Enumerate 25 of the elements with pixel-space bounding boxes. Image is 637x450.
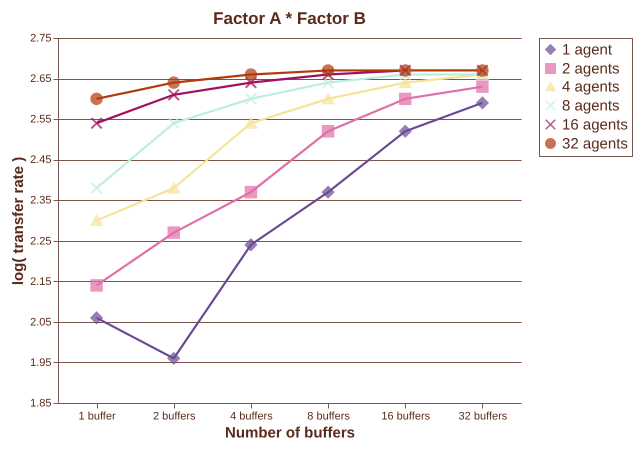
legend-label: 1 agent xyxy=(562,42,613,58)
x-tick-label: 32 buffers xyxy=(458,410,508,422)
x-tick-label: 4 buffers xyxy=(230,410,274,422)
x-tick-label: 1 buffer xyxy=(78,410,116,422)
y-axis-title: log( transfer rate ) xyxy=(10,156,28,286)
legend-label: 2 agents xyxy=(562,60,620,78)
x-tick-label: 16 buffers xyxy=(381,410,431,422)
y-tick-label: 2.15 xyxy=(30,276,52,288)
y-tick-label: 2.55 xyxy=(30,114,52,126)
y-tick-label: 1.85 xyxy=(30,398,52,410)
y-tick-label: 1.95 xyxy=(30,356,52,369)
y-tick-label: 2.65 xyxy=(30,73,52,86)
chart-title: Factor A * Factor B xyxy=(213,9,366,28)
x-axis-title: Number of buffers xyxy=(224,424,356,442)
y-tick-label: 2.35 xyxy=(30,194,52,207)
legend-label: 4 agents xyxy=(562,78,620,96)
legend-label: 8 agents xyxy=(562,98,620,114)
legend-label: 16 agents xyxy=(562,116,628,134)
x-tick-label: 8 buffers xyxy=(307,410,350,422)
y-tick-label: 2.25 xyxy=(30,235,52,248)
legend-label: 32 agents xyxy=(562,136,628,152)
x-tick-label: 2 buffers xyxy=(152,410,196,422)
y-tick-label: 2.45 xyxy=(30,154,52,166)
y-tick-label: 2.05 xyxy=(30,316,52,328)
y-tick-label: 2.75 xyxy=(30,32,52,44)
